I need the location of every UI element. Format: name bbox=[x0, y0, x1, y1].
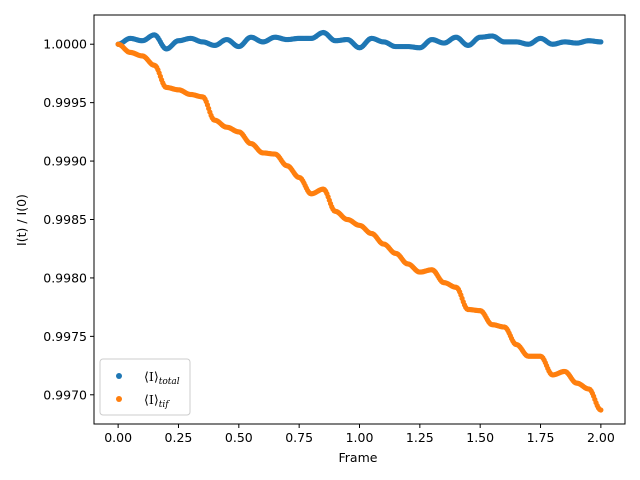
x-tick-label: 0.00 bbox=[104, 430, 132, 445]
legend: ⟨I⟩total ⟨I⟩tif bbox=[99, 358, 191, 416]
x-tick-label: 1.00 bbox=[346, 430, 374, 445]
series-total bbox=[115, 29, 604, 52]
x-tick-label: 0.25 bbox=[165, 430, 193, 445]
legend-box bbox=[99, 358, 191, 416]
y-axis: 0.9970 0.9975 0.9980 0.9985 0.9990 0.9995 1.00… bbox=[43, 37, 94, 402]
legend-label-tif: ⟨I⟩tif bbox=[144, 392, 170, 410]
y-tick-label: 0.9995 bbox=[43, 95, 87, 110]
x-tick-label: 0.75 bbox=[285, 430, 313, 445]
y-tick-label: 0.9975 bbox=[43, 329, 87, 344]
legend-marker-tif bbox=[116, 396, 122, 402]
x-tick-label: 2.00 bbox=[587, 430, 615, 445]
y-tick-label: 0.9970 bbox=[43, 387, 87, 402]
data-point bbox=[598, 39, 604, 45]
y-tick-label: 0.9980 bbox=[43, 270, 87, 285]
x-axis-label: Frame bbox=[339, 450, 378, 465]
series-tif bbox=[115, 41, 604, 413]
data-points bbox=[115, 29, 604, 413]
y-axis-label: I(t) / I(0) bbox=[14, 194, 29, 246]
legend-marker-total bbox=[116, 373, 122, 379]
x-tick-label: 1.50 bbox=[466, 430, 494, 445]
legend-label-total: ⟨I⟩total bbox=[144, 369, 180, 387]
y-tick-label: 0.9985 bbox=[43, 212, 87, 227]
y-tick-label: 1.0000 bbox=[43, 37, 87, 52]
x-axis: 0.00 0.25 0.50 0.75 1.00 1.25 1.50 1.75 2.00 bbox=[104, 424, 615, 445]
x-tick-label: 1.25 bbox=[406, 430, 434, 445]
x-tick-label: 0.50 bbox=[225, 430, 253, 445]
x-tick-label: 1.75 bbox=[527, 430, 555, 445]
y-tick-label: 0.9990 bbox=[43, 154, 87, 169]
data-point bbox=[598, 407, 604, 413]
